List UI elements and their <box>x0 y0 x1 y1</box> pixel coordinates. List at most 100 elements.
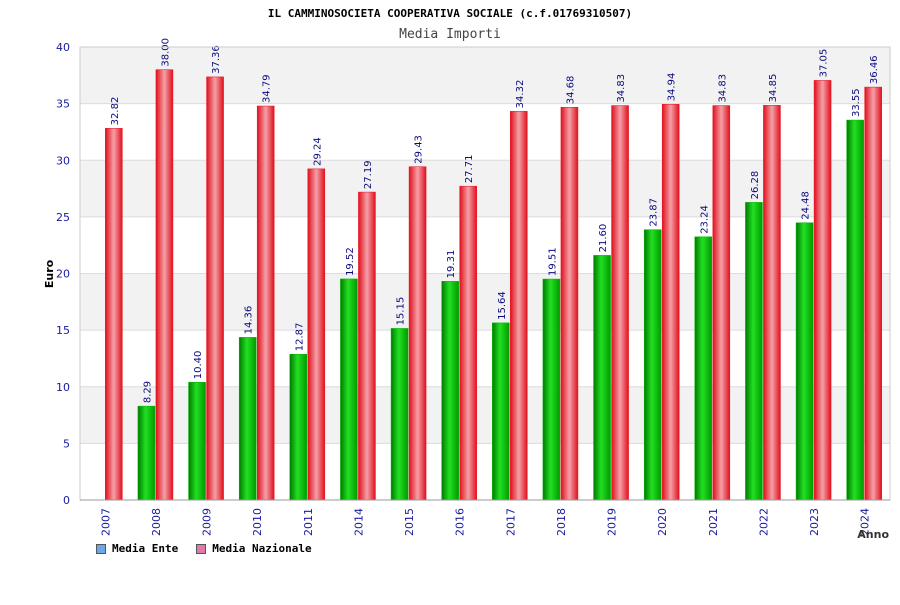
bar-data-label: 34.94 <box>667 73 678 102</box>
bar-data-label: 37.05 <box>819 49 830 78</box>
bar-media-ente <box>542 278 561 501</box>
x-tick-label: 2008 <box>150 508 163 536</box>
bar-data-label: 27.19 <box>363 160 374 189</box>
x-tick-label: 2019 <box>606 508 619 536</box>
y-tick-label: 20 <box>56 268 70 281</box>
bar-data-label: 8.29 <box>142 381 153 403</box>
bar-media-ente <box>441 281 459 501</box>
x-tick-label: 2007 <box>99 508 112 536</box>
bar-media-nazionale <box>763 105 781 501</box>
bar-data-label: 12.87 <box>294 323 305 352</box>
bar-data-label: 33.55 <box>851 88 862 117</box>
x-tick-label: 2022 <box>757 508 770 536</box>
y-tick-label: 25 <box>56 211 70 224</box>
bar-media-nazionale <box>510 111 528 501</box>
bar-media-ente <box>340 278 358 501</box>
bar-media-nazionale <box>459 185 477 501</box>
x-tick-label: 2021 <box>707 508 720 536</box>
bar-data-label: 23.24 <box>699 205 710 234</box>
legend-item-nazionale: Media Nazionale <box>196 542 312 555</box>
bar-media-ente <box>694 236 713 501</box>
x-tick-label: 2018 <box>555 508 568 536</box>
bar-data-label: 34.79 <box>262 74 273 103</box>
y-tick-label: 30 <box>56 154 70 167</box>
bar-media-ente <box>289 353 308 501</box>
x-tick-label: 2017 <box>504 508 517 536</box>
bar-media-ente <box>846 119 864 501</box>
bar-data-label: 19.31 <box>446 250 457 279</box>
x-axis-label: Anno <box>857 528 889 541</box>
bar-media-nazionale <box>864 86 882 501</box>
y-tick-label: 5 <box>63 437 70 450</box>
bar-media-nazionale <box>206 76 224 501</box>
x-tick-label: 2014 <box>352 508 365 536</box>
bar-data-label: 26.28 <box>750 171 761 200</box>
bar-media-nazionale <box>105 128 123 501</box>
bar-data-label: 10.40 <box>193 351 204 380</box>
bar-media-ente <box>643 229 662 501</box>
y-axis-label: Euro <box>43 259 56 288</box>
bar-data-label: 19.51 <box>547 247 558 276</box>
x-tick-label: 2016 <box>454 508 467 536</box>
chart-subtitle: Media Importi <box>399 27 501 42</box>
x-tick-label: 2015 <box>403 508 416 536</box>
bar-media-nazionale <box>358 191 376 501</box>
bar-data-label: 14.36 <box>244 306 255 335</box>
bar-data-label: 29.24 <box>312 137 323 166</box>
bar-media-nazionale <box>307 168 326 501</box>
x-tick-label: 2020 <box>656 508 669 536</box>
bar-media-nazionale <box>611 105 629 501</box>
legend: Media Ente Media Nazionale <box>96 542 312 555</box>
bar-data-label: 15.64 <box>497 291 508 320</box>
y-tick-label: 35 <box>56 98 70 111</box>
bar-data-label: 36.46 <box>869 55 880 84</box>
bar-media-ente <box>745 202 763 501</box>
x-tick-label: 2010 <box>251 508 264 536</box>
bar-media-ente <box>795 222 814 501</box>
bar-data-label: 32.82 <box>110 97 121 126</box>
y-tick-label: 15 <box>56 324 70 337</box>
x-tick-label: 2023 <box>808 508 821 536</box>
bar-media-ente <box>390 328 409 501</box>
bar-data-label: 38.00 <box>160 38 171 67</box>
bar-media-nazionale <box>813 80 832 501</box>
y-tick-label: 10 <box>56 381 70 394</box>
legend-label-ente: Media Ente <box>112 542 179 555</box>
bar-data-label: 19.52 <box>345 247 356 276</box>
bar-data-label: 37.36 <box>211 45 222 74</box>
bar-data-label: 15.15 <box>396 297 407 326</box>
bar-data-label: 34.83 <box>717 74 728 103</box>
bar-data-label: 34.32 <box>515 80 526 109</box>
bar-data-label: 21.60 <box>598 224 609 253</box>
legend-swatch-ente <box>96 543 106 554</box>
y-tick-label: 40 <box>56 41 70 54</box>
legend-item-ente: Media Ente <box>96 542 178 555</box>
x-tick-label: 2009 <box>201 508 214 536</box>
legend-swatch-nazionale <box>196 543 207 554</box>
bar-data-label: 34.85 <box>768 74 779 103</box>
legend-label-nazionale: Media Nazionale <box>212 542 312 555</box>
bar-data-label: 24.48 <box>801 191 812 220</box>
x-tick-label: 2011 <box>302 508 315 536</box>
bar-media-nazionale <box>560 106 579 501</box>
bar-media-ente <box>238 337 257 501</box>
y-tick-label: 0 <box>63 494 70 507</box>
bar-media-nazionale <box>661 104 680 501</box>
bar-media-ente <box>188 381 206 501</box>
x-tick-label: 2024 <box>859 508 872 536</box>
bar-media-ente <box>137 405 156 501</box>
bar-media-ente <box>492 322 510 501</box>
bar-data-label: 29.43 <box>414 135 425 164</box>
bar-media-ente <box>593 255 611 501</box>
bar-media-nazionale <box>256 105 275 501</box>
chart-title: IL CAMMINOSOCIETA COOPERATIVA SOCIALE (c… <box>268 7 632 20</box>
bar-data-label: 27.71 <box>464 155 475 184</box>
bar-data-label: 23.87 <box>649 198 660 227</box>
bar-data-label: 34.83 <box>616 74 627 103</box>
bar-data-label: 34.68 <box>565 76 576 105</box>
bar-media-nazionale <box>155 69 174 501</box>
bar-media-nazionale <box>408 166 427 501</box>
bar-media-nazionale <box>712 105 731 501</box>
